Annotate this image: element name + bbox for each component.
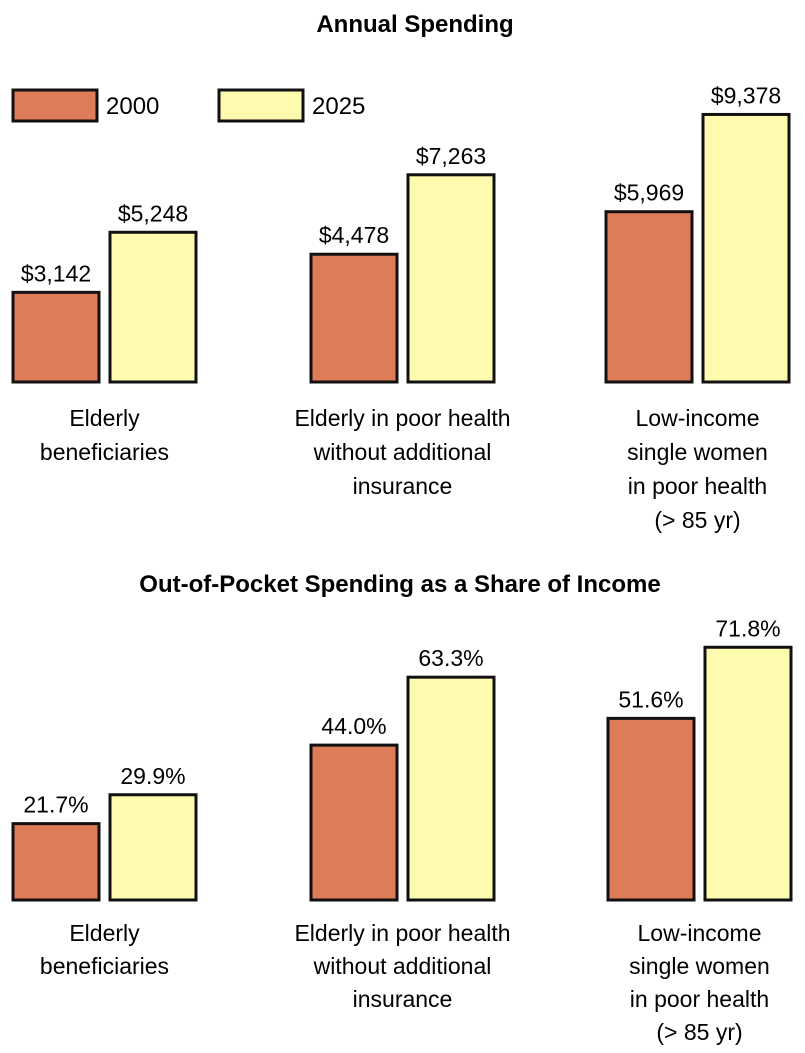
value-label-2025-1: $7,263 bbox=[416, 143, 486, 169]
category-label-1-line-0: Elderly in poor health bbox=[294, 405, 510, 431]
bar-2025-low-income-2 bbox=[703, 645, 793, 902]
category-label-0-line-1: beneficiaries bbox=[40, 439, 169, 465]
value-label-2025-2: 71.8% bbox=[715, 615, 780, 641]
category-label-1-line-2: insurance bbox=[353, 473, 453, 499]
bar-2000-elderly-in-poor-health-1 bbox=[309, 252, 399, 384]
legend-swatch-2025 bbox=[217, 88, 305, 123]
category-label-2-line-2: in poor health bbox=[630, 986, 769, 1012]
bar-2000-elderly-in-poor-health-1 bbox=[309, 743, 399, 902]
category-label-0-line-0: Elderly bbox=[69, 920, 140, 946]
category-label-2-line-3: (> 85 yr) bbox=[654, 507, 740, 533]
category-label-0-line-0: Elderly bbox=[69, 405, 140, 431]
category-label-2-line-2: in poor health bbox=[628, 473, 767, 499]
bar-2025-elderly-in-poor-health-1 bbox=[406, 173, 496, 384]
category-label-1-line-1: without additional bbox=[313, 439, 492, 465]
category-label-0-line-1: beneficiaries bbox=[40, 953, 169, 979]
category-label-1-line-2: insurance bbox=[353, 986, 453, 1012]
bar-2025-elderly-0 bbox=[108, 230, 198, 384]
legend-label-2000: 2000 bbox=[106, 93, 159, 120]
bar-2025-elderly-in-poor-health-1 bbox=[406, 675, 496, 902]
value-label-2000-1: $4,478 bbox=[319, 222, 389, 248]
category-label-2-line-1: single women bbox=[627, 439, 768, 465]
chart-title-annual-spending: Annual Spending bbox=[316, 11, 513, 38]
legend: 2000 2025 bbox=[11, 88, 365, 123]
bar-2025-elderly-0 bbox=[108, 793, 198, 902]
category-label-1-line-0: Elderly in poor health bbox=[294, 920, 510, 946]
bar-2000-low-income-2 bbox=[604, 210, 694, 384]
bar-2000-elderly-0 bbox=[11, 290, 101, 384]
category-label-2-line-0: Low-income bbox=[636, 405, 760, 431]
category-label-2-line-3: (> 85 yr) bbox=[656, 1019, 742, 1045]
out-of-pocket-share-bars: 21.7% 29.9% Elderly beneficiaries 44.0% 63.3%… bbox=[11, 615, 793, 1045]
category-label-2-line-0: Low-income bbox=[638, 920, 762, 946]
annual-spending-bars: $3,142 $5,248 Elderly beneficiaries $4,478 $7… bbox=[11, 82, 791, 533]
legend-label-2025: 2025 bbox=[312, 93, 365, 120]
category-label-2-line-1: single women bbox=[629, 953, 770, 979]
value-label-2025-1: 63.3% bbox=[418, 645, 483, 671]
value-label-2000-0: $3,142 bbox=[21, 260, 91, 286]
category-label-1-line-1: without additional bbox=[313, 953, 492, 979]
bar-2025-low-income-2 bbox=[701, 112, 791, 384]
legend-swatch-2000 bbox=[11, 88, 99, 123]
value-label-2000-0: 21.7% bbox=[23, 792, 88, 818]
value-label-2000-2: $5,969 bbox=[614, 180, 684, 206]
chart-title-out-of-pocket-share: Out-of-Pocket Spending as a Share of Inc… bbox=[139, 571, 660, 598]
value-label-2025-0: 29.9% bbox=[120, 763, 185, 789]
value-label-2025-0: $5,248 bbox=[118, 200, 188, 226]
value-label-2025-2: $9,378 bbox=[711, 82, 781, 108]
value-label-2000-1: 44.0% bbox=[321, 713, 386, 739]
value-label-2000-2: 51.6% bbox=[618, 686, 683, 712]
bar-2000-elderly-0 bbox=[11, 822, 101, 902]
bar-2000-low-income-2 bbox=[606, 716, 696, 902]
